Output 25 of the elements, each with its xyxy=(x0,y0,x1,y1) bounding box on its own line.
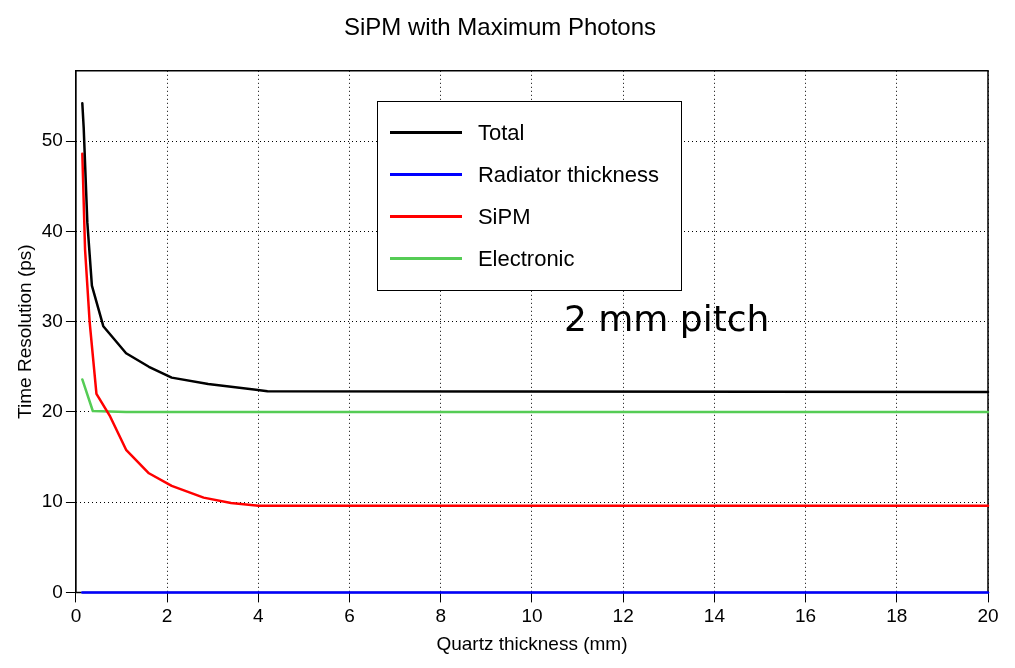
y-tick-label: 30 xyxy=(41,309,63,331)
y-tick-label: 10 xyxy=(41,490,63,512)
x-tick-label: 14 xyxy=(703,605,726,627)
chart-title: SiPM with Maximum Photons xyxy=(343,13,657,41)
y-tick-label: 0 xyxy=(52,580,63,602)
y-tick-label: 50 xyxy=(41,129,63,151)
y-axis-title: Time Resolution (ps) xyxy=(13,244,35,419)
y-tick-label: 40 xyxy=(41,219,63,241)
x-axis-title: Quartz thickness (mm) xyxy=(436,632,628,654)
x-tick-label: 2 xyxy=(161,605,173,627)
x-tick-label: 4 xyxy=(253,605,265,627)
x-tick-label: 20 xyxy=(977,605,999,627)
x-tick-label: 12 xyxy=(612,605,634,627)
legend-label: SiPM xyxy=(477,203,531,230)
x-tick-label: 16 xyxy=(795,605,817,627)
annotation: 2 mm pitch xyxy=(563,297,770,339)
x-tick-label: 10 xyxy=(521,605,543,627)
x-tick-label: 0 xyxy=(70,605,82,627)
x-tick-label: 6 xyxy=(344,605,355,627)
legend-label: Total xyxy=(477,119,525,146)
x-tick-label: 8 xyxy=(435,605,447,627)
legend-label: Electronic xyxy=(477,245,575,272)
x-tick-label: 18 xyxy=(886,605,908,627)
y-tick-label: 20 xyxy=(41,400,63,422)
legend-label: Radiator thickness xyxy=(477,161,659,188)
